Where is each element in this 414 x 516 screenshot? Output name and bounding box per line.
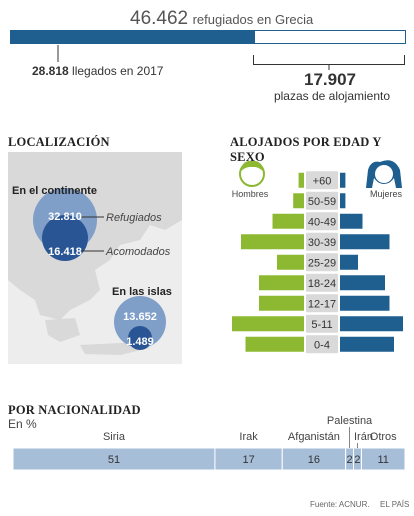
age-band-4 [306,253,338,272]
total-refugees-label: refugiados en Grecia [192,12,314,27]
age-band-3 [306,232,338,251]
greece-map: En el continente 32.810 16.418 Refugiado… [8,152,182,364]
nationality-subtitle: En % [8,417,37,431]
islands-housed-value: 1.489 [126,336,154,348]
men-label: Hombres [232,189,269,199]
age-label-12-17: 12-17 [308,298,336,310]
nationality-label-4: Irán [354,431,373,443]
islands-refugees-circle [114,296,166,348]
places-bracket-tick [328,64,330,70]
peloponnese [45,318,80,342]
men-bar-5-11 [232,316,304,332]
arrived-pointer [57,45,59,62]
nationality-label-2: Afganistán [288,431,340,443]
mainland-refugees-value: 32.810 [48,211,82,223]
women-bar-+60 [340,172,346,188]
women-bar-30-39 [340,234,390,250]
women-bar-25-29 [340,254,358,270]
islands-refugees-value: 13.652 [123,311,157,323]
age-label-30-39: 30-39 [308,237,336,249]
women-bar-5-11 [340,316,403,332]
nationality-label-5: Otros [370,431,397,443]
age-label-25-29: 25-29 [308,257,336,269]
age-band-0 [306,171,338,190]
age-label-5-11: 5-11 [311,319,332,331]
age-band-2 [306,212,338,231]
arrived-2017-value: 28.818 [32,64,69,78]
mainland-label: En el continente [12,185,97,197]
age-band-5 [306,273,338,292]
age-band-6 [306,294,338,313]
nationality-label-1: Irak [239,431,258,443]
men-bar-+60 [298,172,304,188]
woman-head-icon [366,160,402,188]
nationality-label-0: Siria [103,431,126,443]
men-bar-18-24 [259,275,304,291]
age-label-40-49: 40-49 [308,216,336,228]
nationality-bar: 51Siria17Irak16Afganistán2Palestina2Irán… [12,415,406,471]
man-head-icon [239,160,265,187]
nationality-value-4: 2 [354,454,360,466]
women-bar-0-4 [340,336,394,352]
places-label: plazas de alojamiento [273,89,391,103]
women-bar-18-24 [340,275,385,291]
nationality-value-2: 16 [308,454,320,466]
pyramid-title: ALOJADOS POR EDAD Y SEXO [230,135,382,164]
nationality-value-0: 51 [108,454,120,466]
nationality-value-5: 11 [378,454,389,466]
nationality-value-1: 17 [242,454,254,466]
places-value: 17.907 [304,70,356,89]
men-bar-50-59 [293,193,304,209]
mainland-housed-circle [42,215,88,261]
arrived-2017-fill [11,31,256,43]
islands-label: En las islas [112,286,172,298]
women-bar-12-17 [340,295,390,311]
women-bar-40-49 [340,213,363,229]
housed-label: Acomodados [105,246,171,258]
arrived-2017-label: llegados en 2017 [72,64,164,78]
age-label-18-24: 18-24 [308,278,336,290]
age-sex-pyramid: Hombres Mujeres +60 50-59 40-49 30-39 25-29 1… [232,160,403,354]
location-title: LOCALIZACIÓN [8,135,110,149]
total-refugees-headline: 46.462 refugiados en Grecia [130,8,313,30]
age-label-+60: +60 [313,175,332,187]
total-refugees-bar [10,30,406,44]
age-band-8 [306,335,338,354]
brand: EL PAÍS [380,500,410,509]
women-label: Mujeres [370,189,403,199]
men-bar-0-4 [245,336,304,352]
arrived-2017-text: 28.818 llegados en 2017 [32,64,163,78]
islands-housed-circle [128,326,152,350]
nationality-label-3: Palestina [327,415,373,427]
age-band-1 [306,191,338,210]
men-bar-12-17 [259,295,304,311]
women-bar-50-59 [340,193,346,209]
age-label-0-4: 0-4 [314,339,330,351]
men-bar-40-49 [272,213,304,229]
total-refugees-value: 46.462 [130,8,189,29]
age-band-7 [306,314,338,333]
men-bar-30-39 [241,234,304,250]
men-bar-25-29 [277,254,304,270]
age-label-50-59: 50-59 [308,196,336,208]
nationality-title: POR NACIONALIDAD [8,403,141,417]
mainland-housed-value: 16.418 [48,246,82,258]
refugees-label: Refugiados [106,212,162,224]
nationality-value-3: 2 [347,454,353,466]
source-note: Fuente: ACNUR. [310,500,370,509]
nationality-seg-5 [360,447,406,471]
